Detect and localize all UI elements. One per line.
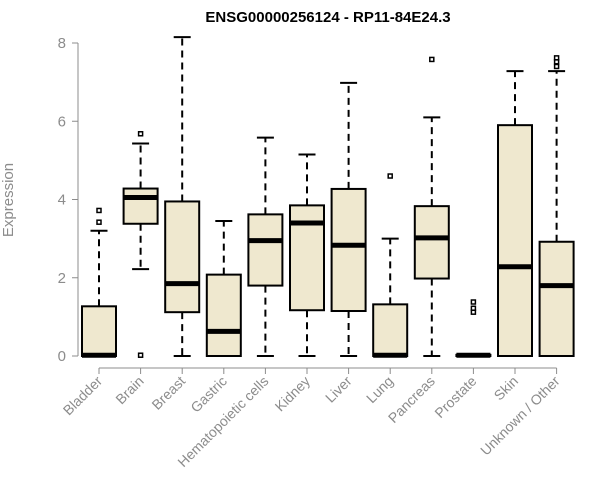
box-4 — [247, 136, 284, 357]
box-6 — [330, 81, 367, 357]
outlier-point — [429, 56, 435, 63]
outlier-point — [96, 219, 102, 225]
x-tick-label: Lung — [363, 373, 396, 406]
outlier-point — [470, 299, 477, 305]
box-iqr — [538, 240, 575, 358]
chart-title: ENSG00000256124 - RP11-84E24.3 — [205, 9, 450, 26]
box-iqr — [330, 187, 367, 313]
x-tick-label: Liver — [322, 373, 355, 406]
y-tick-label: 8 — [58, 35, 66, 52]
outlier-point — [553, 63, 560, 70]
y-tick-label: 4 — [58, 192, 66, 209]
box-iqr — [247, 213, 284, 287]
x-tick-label: Kidney — [272, 373, 314, 415]
outlier-point — [137, 131, 144, 137]
box-10 — [497, 70, 533, 357]
box-2 — [164, 36, 201, 357]
box-9 — [455, 299, 492, 358]
outlier-point — [96, 207, 102, 214]
box-11 — [538, 55, 575, 358]
box-iqr — [164, 200, 201, 314]
outlier-point — [470, 305, 477, 312]
outlier-point — [137, 352, 144, 358]
box-5 — [289, 153, 325, 357]
outlier-point — [387, 173, 393, 179]
box-0 — [81, 207, 117, 358]
x-tick-label: Unknown / Other — [477, 373, 563, 459]
y-tick-label: 2 — [58, 270, 66, 287]
box-1 — [122, 131, 159, 358]
y-tick-label: 0 — [58, 348, 66, 365]
box-3 — [205, 220, 242, 357]
box-iqr — [81, 305, 117, 357]
x-tick-label: Brain — [112, 373, 146, 407]
box-iqr — [497, 124, 533, 357]
x-tick-label: Prostate — [431, 373, 479, 421]
y-axis: 0 2 4 6 8 — [58, 35, 79, 365]
box-8 — [413, 56, 450, 357]
box-iqr — [205, 273, 242, 357]
box-iqr — [122, 187, 159, 225]
y-axis-label: Expression — [0, 163, 17, 237]
x-tick-label: Skin — [491, 373, 522, 404]
boxes-group — [81, 36, 575, 358]
box-7 — [372, 173, 409, 358]
outlier-point — [553, 55, 560, 61]
box-iqr — [372, 303, 409, 358]
x-tick-label: Breast — [148, 373, 188, 413]
y-tick-label: 6 — [58, 113, 66, 130]
box-iqr — [413, 205, 450, 280]
x-tick-label: Bladder — [60, 373, 106, 419]
